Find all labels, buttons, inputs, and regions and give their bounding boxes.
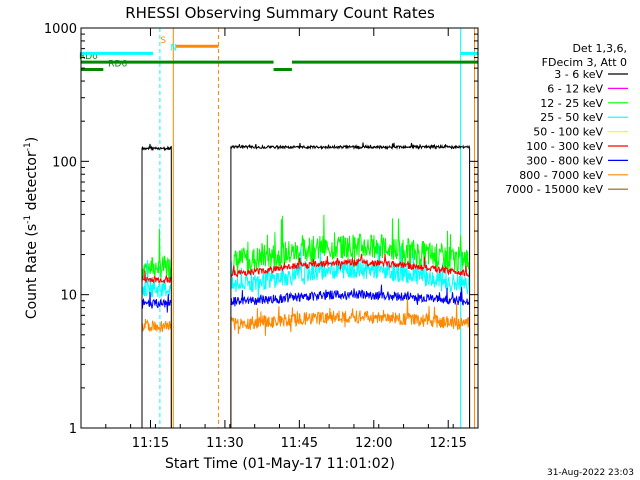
x-axis-label: Start Time (01-May-17 11:01:02)	[165, 456, 395, 472]
series-line-800-7000-keV	[230, 297, 471, 428]
legend-label: 7000 - 15000 keV	[505, 183, 603, 196]
legend-header-line: FDecim 3, Att 0	[542, 56, 627, 69]
y-tick-label: 1000	[44, 22, 77, 37]
legend-label: 800 - 7000 keV	[519, 169, 603, 182]
y-axis-label: Count Rate (s-1 detector-1)	[23, 137, 40, 319]
x-tick-label: 12:15	[429, 436, 466, 451]
x-tick-label: 12:00	[355, 436, 392, 451]
y-axis-label-part: )	[24, 137, 40, 142]
y-axis-label-part: detector	[24, 151, 40, 215]
flag-label-rd6: RD6	[108, 60, 127, 70]
flag-label-rd0: RD0	[79, 52, 98, 62]
series-line-300-800-keV	[230, 284, 471, 307]
flag-label-n: N	[170, 43, 177, 53]
series-line-300-800-keV	[141, 292, 172, 313]
series-line-3-6-keV	[230, 142, 471, 428]
legend-label: 25 - 50 keV	[540, 111, 603, 124]
legend-label: 12 - 25 keV	[540, 97, 603, 110]
legend-label: 6 - 12 keV	[547, 82, 603, 95]
x-tick-label: 11:30	[206, 436, 243, 451]
y-axis-label-superscript: -1	[23, 142, 33, 151]
y-tick-label: 10	[60, 289, 77, 304]
series-line-100-300-keV	[141, 270, 172, 284]
legend-label: 300 - 800 keV	[526, 154, 603, 167]
axes: 11:15 11:30 11:45 12:00 12:15 1 10 100 1000	[44, 22, 479, 451]
plot-area: RD0 RD6 SN	[79, 28, 478, 428]
chart-title: RHESSI Observing Summary Count Rates	[125, 4, 435, 22]
x-tick-label: 11:45	[281, 436, 318, 451]
series-line-12-25-keV	[230, 214, 471, 276]
y-axis-label-superscript: -1	[23, 215, 33, 224]
legend-label: 3 - 6 keV	[554, 68, 603, 81]
legend-header-line: Det 1,3,6,	[572, 42, 627, 55]
series-line-800-7000-keV	[141, 318, 172, 428]
legend-label: 50 - 100 keV	[533, 126, 603, 139]
y-axis-label-part: Count Rate (s	[24, 224, 40, 319]
series-line-25-50-keV	[141, 260, 172, 298]
y-tick-label: 1	[69, 422, 77, 437]
legend-label: 100 - 300 keV	[526, 140, 603, 153]
series-line-100-300-keV	[230, 253, 471, 279]
series-line-3-6-keV	[141, 143, 172, 428]
y-tick-label: 100	[52, 155, 77, 170]
series-line-25-50-keV	[230, 243, 471, 302]
timestamp: 31-Aug-2022 23:03	[547, 468, 634, 478]
x-tick-label: 11:15	[132, 436, 169, 451]
flag-label-s: S	[160, 36, 166, 46]
